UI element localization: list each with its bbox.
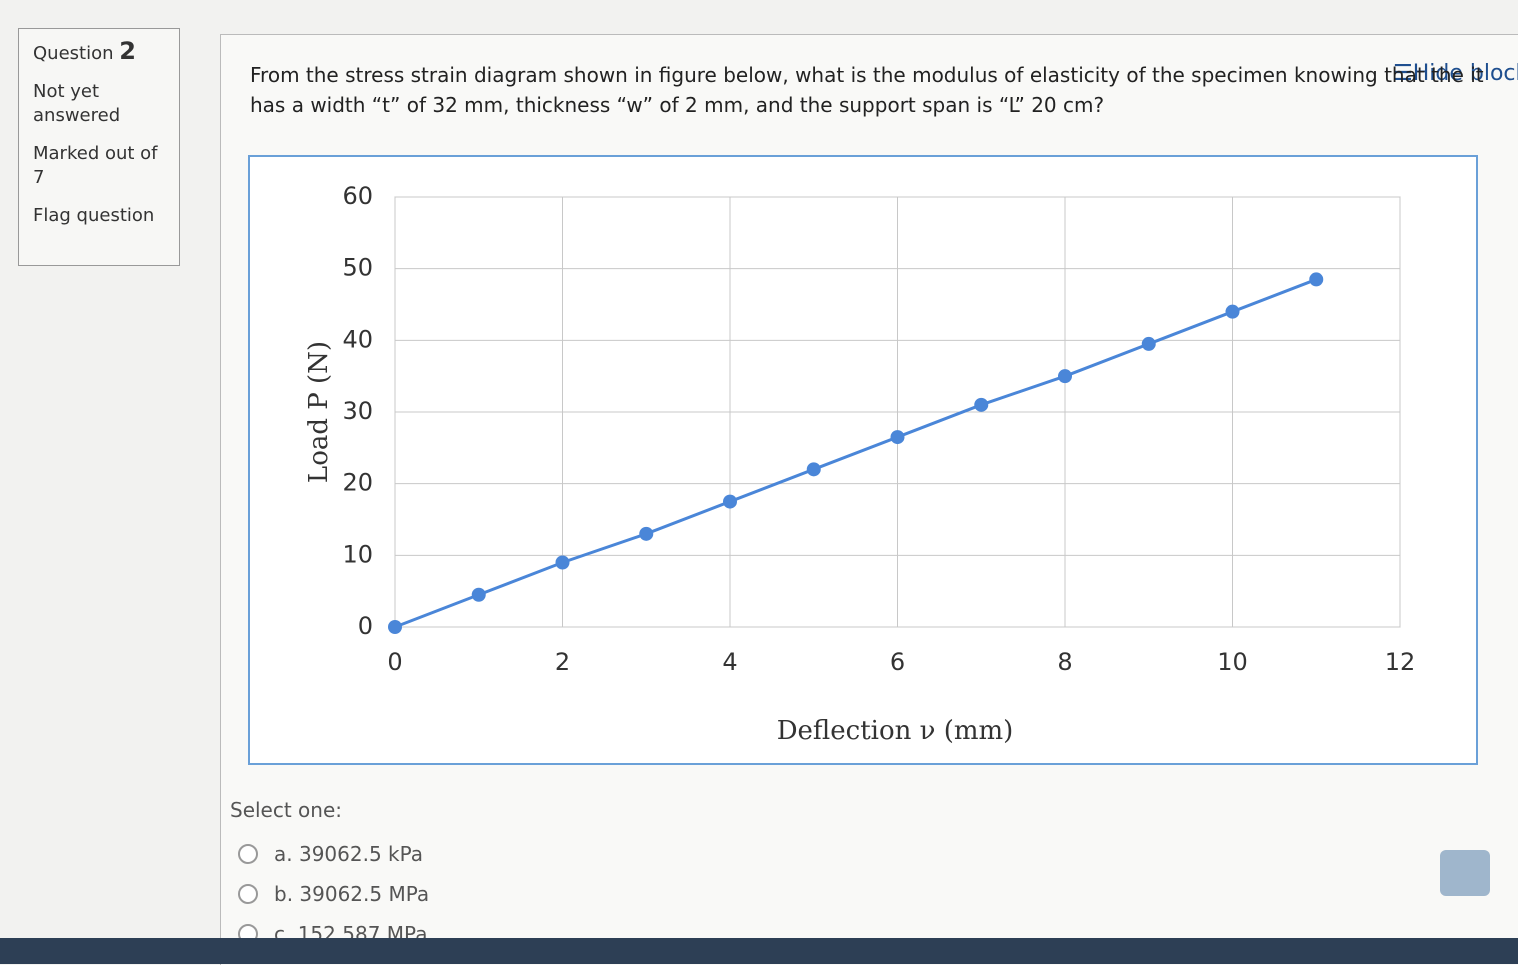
y-tick-label: 60 — [342, 182, 373, 210]
y-tick-label: 0 — [358, 612, 373, 640]
data-point — [1141, 336, 1156, 351]
radio-button[interactable] — [238, 844, 258, 864]
y-axis-label: Load P (N) — [304, 341, 334, 483]
x-tick-label: 12 — [1385, 648, 1416, 676]
data-point — [1309, 272, 1324, 287]
data-line — [394, 278, 1317, 629]
answers: Select one: a. 39062.5 kPa b. 39062.5 MPa… — [230, 798, 429, 954]
flag-question[interactable]: Flag question — [33, 205, 155, 226]
chart-frame: Deflection ν (mm) Load P (N) 0 10 20 30 40 50… — [248, 155, 1478, 765]
x-axis-label: Deflection ν (mm) — [777, 716, 1014, 746]
radio-button[interactable] — [238, 884, 258, 904]
data-point — [471, 587, 486, 602]
data-point — [639, 526, 654, 541]
question-text: From the stress strain diagram shown in … — [250, 63, 1484, 117]
x-tick-label: 10 — [1217, 648, 1248, 676]
question-number: 2 — [119, 37, 136, 65]
y-tick-label: 50 — [342, 254, 373, 282]
answer-option[interactable]: a. 39062.5 kPa — [238, 834, 429, 874]
hide-blocks-label[interactable]: Hide blocks — [1412, 61, 1518, 86]
y-tick-label: 40 — [342, 325, 373, 353]
question-heading: Question 2 — [33, 39, 165, 66]
answer-option[interactable]: b. 39062.5 MPa — [238, 874, 429, 914]
y-tick-label: 30 — [342, 397, 373, 425]
question-info: Question 2 Not yet answered Marked out o… — [18, 28, 180, 266]
data-point — [890, 430, 905, 445]
data-point — [723, 494, 737, 509]
data-point — [974, 397, 989, 412]
y-tick-label: 10 — [342, 540, 373, 568]
hide-blocks[interactable]: ☰Hide blocks — [1393, 61, 1518, 86]
x-tick-label: 2 — [555, 648, 570, 676]
x-tick-label: 8 — [1057, 648, 1072, 676]
y-tick-label: 20 — [342, 469, 373, 497]
option-text[interactable]: a. 39062.5 kPa — [274, 842, 424, 866]
x-tick-label: 0 — [387, 648, 402, 676]
data-point — [1058, 369, 1072, 384]
chart: Deflection ν (mm) Load P (N) 01020304050… — [304, 182, 1416, 746]
data-point — [555, 555, 570, 570]
data-point — [806, 462, 821, 477]
answer-prompt: Select one: — [230, 798, 343, 822]
data-point — [1225, 304, 1240, 319]
x-tick-label: 6 — [890, 648, 905, 676]
marked: Marked out of 7 — [33, 143, 158, 188]
x-tick-label: 4 — [722, 648, 737, 676]
question-label: Question — [33, 43, 114, 64]
taskbar — [0, 938, 1518, 964]
option-text[interactable]: b. 39062.5 MPa — [274, 882, 430, 906]
scroll-up-button[interactable] — [1440, 850, 1490, 896]
data-point — [388, 620, 402, 634]
status: Not yet answered — [33, 81, 121, 126]
